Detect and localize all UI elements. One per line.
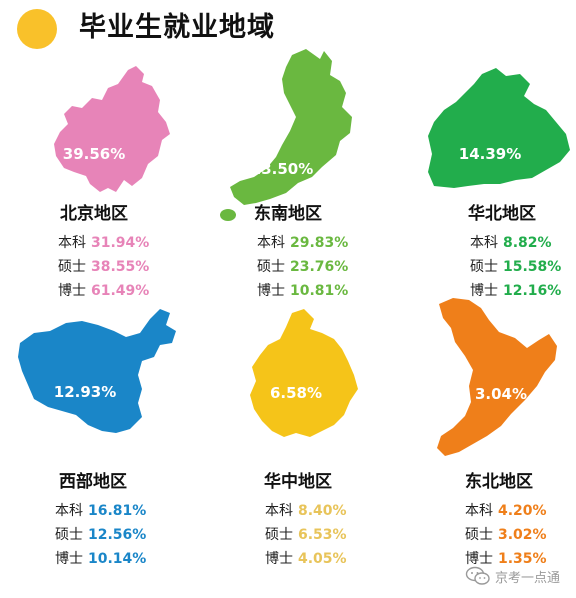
- master-value: 6.53%: [298, 527, 347, 543]
- bachelor-label: 本科: [58, 235, 86, 251]
- region-beijing: 39.56% 北京地区 本科 31.94% 硕士 38.55% 博士 61.49%: [20, 60, 210, 350]
- north-map-icon: [428, 68, 570, 188]
- doctor-label: 博士: [257, 283, 285, 299]
- doctor-label: 博士: [470, 283, 498, 299]
- region-total: 23.50%: [250, 160, 314, 178]
- page-title: 毕业生就业地域: [79, 12, 275, 43]
- region-name: 西部地区: [59, 472, 127, 492]
- bachelor-row: 本科 8.40%: [265, 499, 347, 523]
- master-label: 硕士: [58, 259, 86, 275]
- bachelor-row: 本科 16.81%: [55, 499, 146, 523]
- doctor-value: 1.35%: [498, 551, 547, 567]
- doctor-label: 博士: [265, 551, 293, 567]
- bachelor-row: 本科 29.83%: [257, 231, 348, 255]
- doctor-row: 博士 10.14%: [55, 547, 146, 571]
- doctor-label: 博士: [55, 551, 83, 567]
- region-west: 12.93% 西部地区 本科 16.81% 硕士 12.56% 博士 10.14%: [10, 305, 200, 595]
- bachelor-row: 本科 31.94%: [58, 231, 149, 255]
- central-map-icon: [250, 309, 358, 437]
- master-label: 硕士: [465, 527, 493, 543]
- southeast-map-icon: [220, 49, 352, 221]
- beijing-map-icon: [54, 66, 170, 192]
- northeast-map-icon: [437, 298, 557, 456]
- bachelor-label: 本科: [265, 503, 293, 519]
- bachelor-value: 4.20%: [498, 503, 547, 519]
- region-southeast: 23.50% 东南地区 本科 29.83% 硕士 23.76% 博士 10.81%: [210, 45, 400, 335]
- watermark: 京考一点通: [465, 566, 560, 586]
- region-northeast: 3.04% 东北地区 本科 4.20% 硕士 3.02% 博士 1.35%: [425, 290, 576, 580]
- master-label: 硕士: [55, 527, 83, 543]
- header: 毕业生就业地域: [0, 0, 576, 60]
- region-north: 14.39% 华北地区 本科 8.82% 硕士 15.58% 博士 12.16%: [420, 60, 576, 350]
- bachelor-label: 本科: [257, 235, 285, 251]
- region-name: 华中地区: [264, 472, 332, 492]
- region-total: 12.93%: [53, 383, 117, 401]
- bachelor-value: 29.83%: [290, 235, 349, 251]
- region-total: 3.04%: [474, 385, 528, 403]
- master-label: 硕士: [257, 259, 285, 275]
- watermark-text: 京考一点通: [494, 570, 560, 586]
- bachelor-row: 本科 8.82%: [470, 231, 561, 255]
- master-row: 硕士 38.55%: [58, 255, 149, 279]
- master-label: 硕士: [470, 259, 498, 275]
- bachelor-label: 本科: [470, 235, 498, 251]
- master-row: 硕士 12.56%: [55, 523, 146, 547]
- doctor-value: 12.16%: [503, 283, 562, 299]
- master-row: 硕士 3.02%: [465, 523, 547, 547]
- region-total: 14.39%: [458, 145, 522, 163]
- master-row: 硕士 23.76%: [257, 255, 348, 279]
- bachelor-row: 本科 4.20%: [465, 499, 547, 523]
- doctor-value: 10.81%: [290, 283, 349, 299]
- bachelor-label: 本科: [55, 503, 83, 519]
- doctor-value: 10.14%: [88, 551, 147, 567]
- region-name: 华北地区: [468, 204, 536, 224]
- master-row: 硕士 6.53%: [265, 523, 347, 547]
- west-map-icon: [18, 309, 176, 433]
- doctor-label: 博士: [465, 551, 493, 567]
- master-value: 23.76%: [290, 259, 349, 275]
- doctor-row: 博士 1.35%: [465, 547, 547, 571]
- region-total: 39.56%: [62, 145, 126, 163]
- master-value: 38.55%: [91, 259, 150, 275]
- region-name: 东南地区: [254, 204, 322, 224]
- sun-icon: [17, 9, 57, 49]
- master-value: 3.02%: [498, 527, 547, 543]
- bachelor-value: 8.40%: [298, 503, 347, 519]
- bachelor-label: 本科: [465, 503, 493, 519]
- region-name: 北京地区: [60, 204, 128, 224]
- bachelor-value: 31.94%: [91, 235, 150, 251]
- doctor-label: 博士: [58, 283, 86, 299]
- doctor-value: 4.05%: [298, 551, 347, 567]
- region-central: 6.58% 华中地区 本科 8.40% 硕士 6.53% 博士 4.05%: [230, 305, 420, 595]
- region-total: 6.58%: [269, 384, 323, 402]
- region-name: 东北地区: [465, 472, 533, 492]
- doctor-row: 博士 10.81%: [257, 279, 348, 303]
- doctor-row: 博士 12.16%: [470, 279, 561, 303]
- bachelor-value: 16.81%: [88, 503, 147, 519]
- master-value: 15.58%: [503, 259, 562, 275]
- master-row: 硕士 15.58%: [470, 255, 561, 279]
- wechat-icon: [465, 566, 490, 585]
- bachelor-value: 8.82%: [503, 235, 552, 251]
- doctor-row: 博士 61.49%: [58, 279, 149, 303]
- doctor-row: 博士 4.05%: [265, 547, 347, 571]
- doctor-value: 61.49%: [91, 283, 150, 299]
- master-label: 硕士: [265, 527, 293, 543]
- master-value: 12.56%: [88, 527, 147, 543]
